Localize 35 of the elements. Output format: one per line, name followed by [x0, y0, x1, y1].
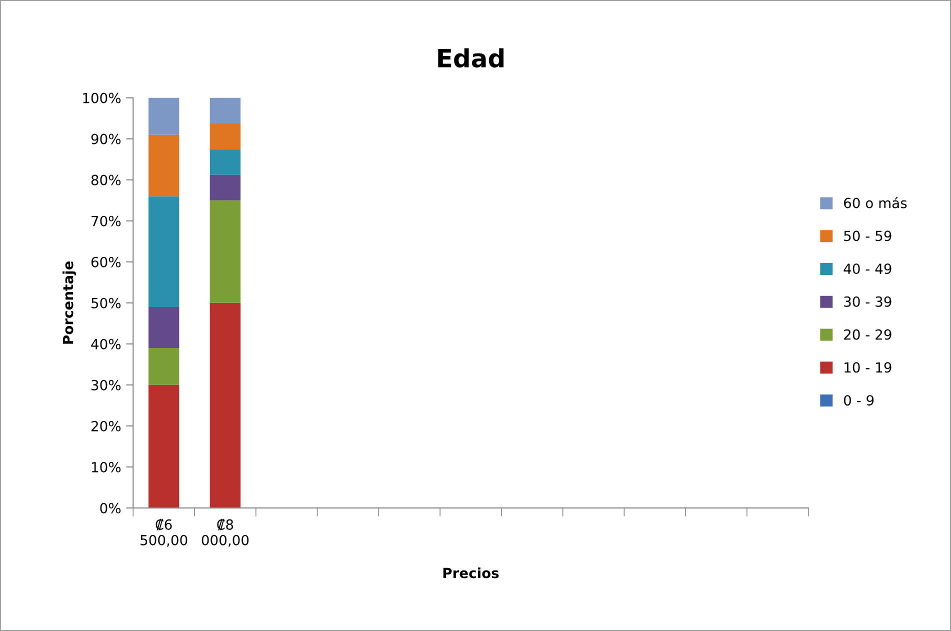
- legend-label: 50 - 59: [844, 230, 892, 242]
- bar: [210, 98, 241, 124]
- y-tick-label: 50%: [92, 298, 121, 308]
- y-axis-title: Porcentaje: [62, 261, 76, 344]
- y-tick-label: 70%: [92, 216, 121, 226]
- legend-label: 40 - 49: [844, 264, 892, 274]
- bar: [210, 123, 241, 150]
- x-tick-label: ₡8 000,00: [202, 518, 249, 547]
- y-tick-label: 90%: [91, 134, 121, 144]
- y-tick-label: 20%: [91, 420, 121, 432]
- y-tick-label: 10%: [92, 462, 121, 472]
- y-tick-label: 30%: [92, 380, 121, 390]
- x-axis-title: Precios: [443, 568, 499, 578]
- y-tick-label: 60%: [91, 256, 121, 268]
- legend-label: 20 - 29: [844, 329, 892, 340]
- bar: [210, 302, 241, 508]
- bar: [210, 200, 241, 303]
- y-tick-label: 100%: [83, 92, 121, 104]
- y-tick-label: 0%: [100, 502, 121, 514]
- chart-title: Edad: [438, 48, 504, 68]
- bar: [210, 174, 241, 200]
- legend-label: 10 - 19: [844, 362, 892, 373]
- y-tick-label: 80%: [91, 174, 121, 186]
- bar: [210, 149, 241, 175]
- bar: [148, 134, 180, 196]
- bar: [148, 306, 180, 348]
- bar: [148, 196, 180, 307]
- bar: [148, 348, 180, 385]
- y-tick-label: 40%: [91, 338, 121, 350]
- bar: [148, 384, 180, 508]
- x-tick-label: ₡6 500,00: [140, 518, 188, 547]
- legend-label: 0 - 9: [844, 395, 874, 406]
- bar: [148, 98, 180, 135]
- legend-label: 30 - 39: [844, 296, 892, 307]
- legend-label: 60 o más: [844, 196, 907, 208]
